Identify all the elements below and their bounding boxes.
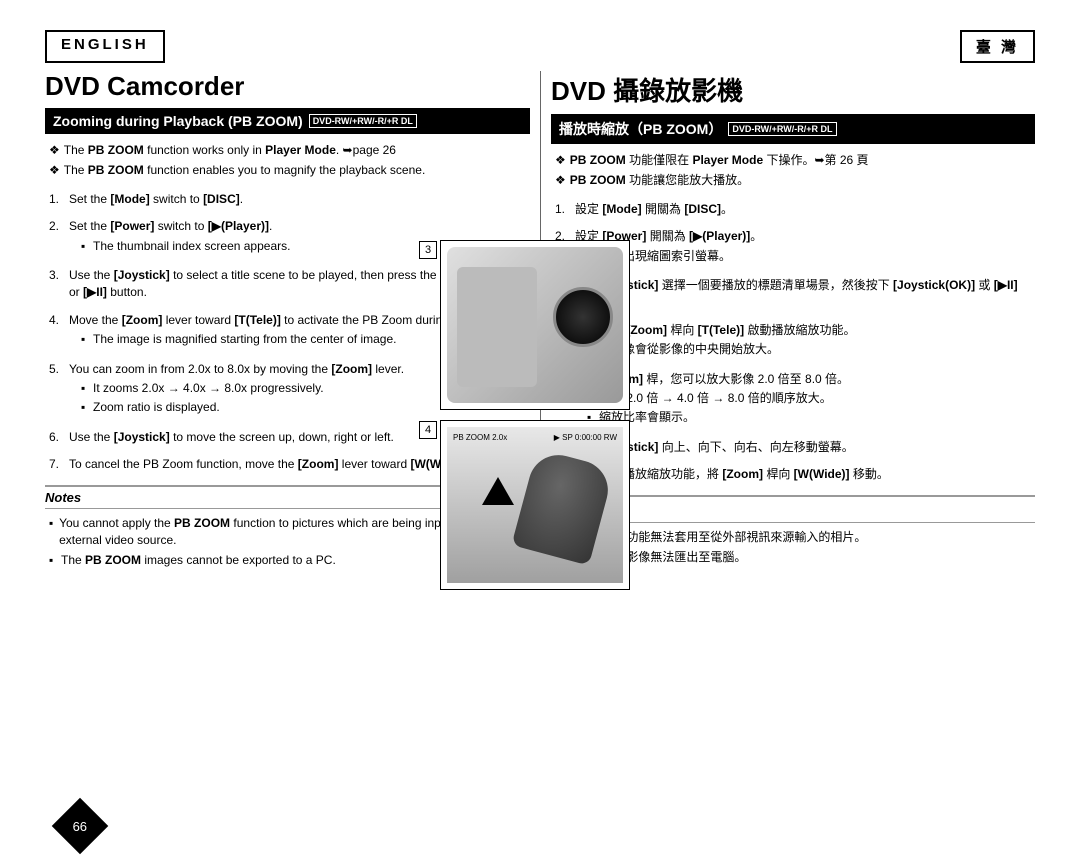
step-item: 1.設定 [Mode] 開關為 [DISC]。 xyxy=(555,201,1031,218)
intro-zh: ❖PB ZOOM 功能僅限在 Player Mode 下操作。➥第 26 頁 ❖P… xyxy=(551,144,1035,201)
figure-4-number: 4 xyxy=(419,421,437,439)
disc-label-zh: DVD-RW/+RW/-R/+R DL xyxy=(728,122,836,136)
page-number: 66 xyxy=(52,798,109,855)
title-en: DVD Camcorder xyxy=(45,71,530,102)
camcorder-illustration xyxy=(447,247,623,403)
disc-label: DVD-RW/+RW/-R/+R DL xyxy=(309,114,417,128)
playback-screenshot: PB ZOOM 2.0x ▶ SP 0:00:00 RW xyxy=(447,427,623,583)
substep-item: ▪縮放比率會顯示。 xyxy=(587,409,1031,426)
intro-item: ❖PB ZOOM 功能讓您能放大播放。 xyxy=(555,172,1031,189)
section-title-en: Zooming during Playback (PB ZOOM) xyxy=(53,113,303,129)
substep-item: ▪隨即出現縮圖索引螢幕。 xyxy=(587,248,1031,265)
lang-taiwan: 臺 灣 xyxy=(960,30,1035,63)
step-item: 1.Set the [Mode] switch to [DISC]. xyxy=(49,191,526,208)
section-bar-zh: 播放時縮放（PB ZOOM） DVD-RW/+RW/-R/+R DL xyxy=(551,114,1035,144)
substep-item: ▪該影像會從影像的中央開始放大。 xyxy=(587,341,1031,358)
pb-zoom-label: PB ZOOM 2.0x xyxy=(453,433,507,442)
pb-time-label: ▶ SP 0:00:00 RW xyxy=(554,433,617,442)
intro-en: ❖The PB ZOOM function works only in Play… xyxy=(45,134,530,191)
section-title-zh: 播放時縮放（PB ZOOM） xyxy=(559,119,722,139)
figure-3-camcorder: 3 xyxy=(440,240,630,410)
figure-3-number: 3 xyxy=(419,241,437,259)
figure-4-playback: 4 PB ZOOM 2.0x ▶ SP 0:00:00 RW xyxy=(440,420,630,590)
intro-item: ❖PB ZOOM 功能僅限在 Player Mode 下操作。➥第 26 頁 xyxy=(555,152,1031,169)
intro-item: ❖The PB ZOOM function works only in Play… xyxy=(49,142,526,159)
zoom-indicator-icon xyxy=(482,477,514,505)
playback-subject xyxy=(511,448,614,565)
intro-item: ❖The PB ZOOM function enables you to mag… xyxy=(49,162,526,179)
section-bar-en: Zooming during Playback (PB ZOOM) DVD-RW… xyxy=(45,108,530,134)
lang-english: ENGLISH xyxy=(45,30,165,63)
title-zh: DVD 攝錄放影機 xyxy=(551,71,1035,108)
substep-item: ▪它以 2.0 倍 → 4.0 倍 → 8.0 倍的順序放大。 xyxy=(587,390,1031,407)
